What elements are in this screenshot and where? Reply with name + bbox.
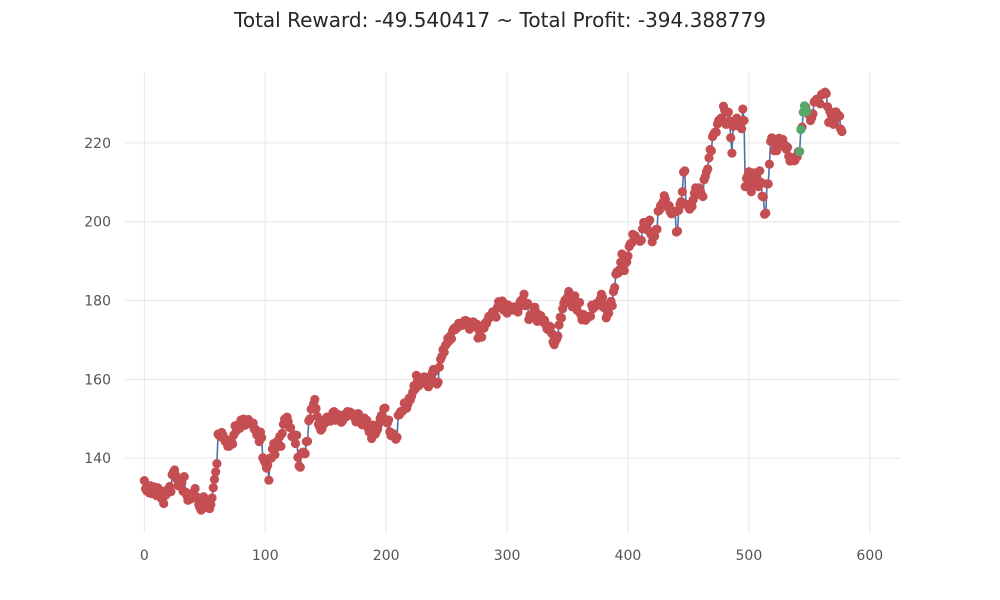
price-series-line <box>143 91 843 511</box>
short-position-marker <box>477 332 487 342</box>
short-position-marker <box>604 308 614 318</box>
short-position-marker <box>383 415 394 425</box>
short-position-marker <box>782 142 793 152</box>
short-position-marker <box>815 99 825 109</box>
short-position-marker <box>570 291 580 301</box>
tick-labels: 0 100 200 300 400 500 600 140 160 180 200 220 <box>84 136 883 564</box>
short-position-marker <box>763 179 773 189</box>
x-tick-label: 200 <box>373 548 400 564</box>
short-position-marker <box>276 441 286 451</box>
short-position-marker <box>680 166 690 176</box>
short-position-marker <box>585 311 596 321</box>
short-position-marker <box>556 313 567 323</box>
short-position-marker <box>597 292 608 302</box>
short-position-marker <box>755 166 765 176</box>
short-position-marker <box>311 403 321 414</box>
short-position-marker <box>711 127 721 137</box>
y-tick-label: 180 <box>84 294 111 310</box>
short-position-marker <box>491 312 501 322</box>
short-position-marker <box>727 148 737 158</box>
long-position-marker <box>795 146 805 157</box>
short-position-marker <box>212 459 222 469</box>
short-position-marker <box>575 297 585 308</box>
short-position-marker <box>554 320 564 330</box>
short-position-marker <box>764 159 775 169</box>
y-tick-label: 160 <box>84 372 111 388</box>
short-position-marker <box>277 428 287 438</box>
short-position-marker <box>723 107 733 117</box>
short-position-marker <box>305 414 315 424</box>
x-tick-label: 300 <box>494 548 521 564</box>
grid-lines <box>125 72 900 533</box>
short-position-marker <box>672 226 683 236</box>
long-position-marker <box>802 106 812 117</box>
short-position-marker <box>207 493 217 503</box>
short-position-marker <box>270 449 280 460</box>
short-position-marker <box>179 472 189 482</box>
short-position-marker <box>300 449 310 459</box>
short-position-marker <box>208 483 218 493</box>
x-tick-label: 0 <box>140 548 149 564</box>
short-position-marker <box>761 208 771 218</box>
short-position-marker <box>433 377 443 387</box>
short-position-marker <box>677 187 687 197</box>
short-position-marker <box>837 126 847 137</box>
short-position-marker <box>290 438 301 449</box>
short-position-marker <box>380 403 390 413</box>
short-position-marker <box>652 224 662 234</box>
short-position-marker <box>264 475 274 485</box>
y-tick-label: 200 <box>84 215 111 231</box>
x-tick-label: 500 <box>736 548 763 564</box>
short-position-marker <box>704 153 714 163</box>
y-tick-label: 140 <box>84 451 111 467</box>
short-position-marker <box>257 433 267 443</box>
short-position-marker <box>446 334 457 344</box>
short-position-marker <box>519 289 529 299</box>
short-position-marker <box>228 439 238 449</box>
short-position-marker <box>607 301 617 311</box>
short-position-marker <box>645 215 655 225</box>
short-position-marker <box>610 282 620 293</box>
short-position-marker <box>553 331 563 341</box>
short-position-marker <box>211 467 221 477</box>
short-position-marker <box>166 487 176 497</box>
x-tick-label: 100 <box>252 548 279 564</box>
short-position-marker <box>302 436 313 446</box>
short-position-marker <box>636 235 646 245</box>
short-position-marker <box>821 89 831 99</box>
chart-title: Total Reward: -49.540417 ~ Total Profit:… <box>234 8 766 32</box>
short-position-marker <box>263 460 273 470</box>
short-position-marker <box>698 191 708 202</box>
short-position-marker <box>726 133 736 143</box>
position-markers <box>139 87 847 515</box>
short-position-marker <box>737 124 747 134</box>
short-position-marker <box>738 104 748 114</box>
short-position-marker <box>739 115 749 126</box>
short-position-marker <box>295 462 305 472</box>
short-position-marker <box>434 362 444 372</box>
price-line <box>143 91 843 511</box>
short-position-marker <box>619 265 629 276</box>
short-position-marker <box>392 432 402 442</box>
short-position-marker <box>209 474 220 485</box>
short-position-marker <box>758 192 768 202</box>
short-position-marker <box>190 483 200 494</box>
long-position-marker <box>796 124 806 135</box>
short-position-marker <box>292 430 302 440</box>
short-position-marker <box>310 394 320 405</box>
short-position-marker <box>834 111 845 121</box>
y-tick-label: 220 <box>84 136 111 152</box>
short-position-marker <box>286 423 296 433</box>
short-position-marker <box>159 498 169 509</box>
short-position-marker <box>703 164 713 174</box>
short-position-marker <box>706 146 716 156</box>
x-tick-label: 600 <box>856 548 883 564</box>
x-tick-label: 400 <box>615 548 642 564</box>
short-position-marker <box>623 251 633 261</box>
